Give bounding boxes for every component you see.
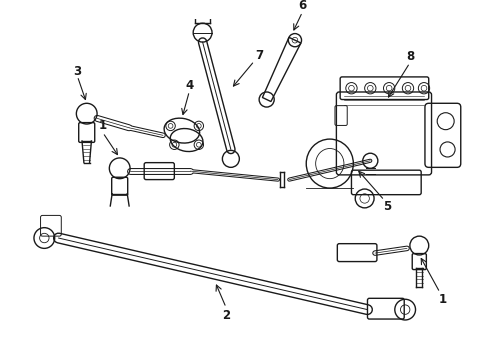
Text: 2: 2 (222, 309, 230, 322)
Text: 3: 3 (73, 65, 81, 78)
Text: 7: 7 (255, 49, 263, 62)
Text: 4: 4 (185, 79, 194, 92)
Text: 6: 6 (298, 0, 307, 12)
Text: 1: 1 (98, 120, 107, 132)
Text: 1: 1 (439, 293, 447, 306)
Text: 8: 8 (406, 50, 414, 63)
Text: 5: 5 (383, 201, 392, 213)
